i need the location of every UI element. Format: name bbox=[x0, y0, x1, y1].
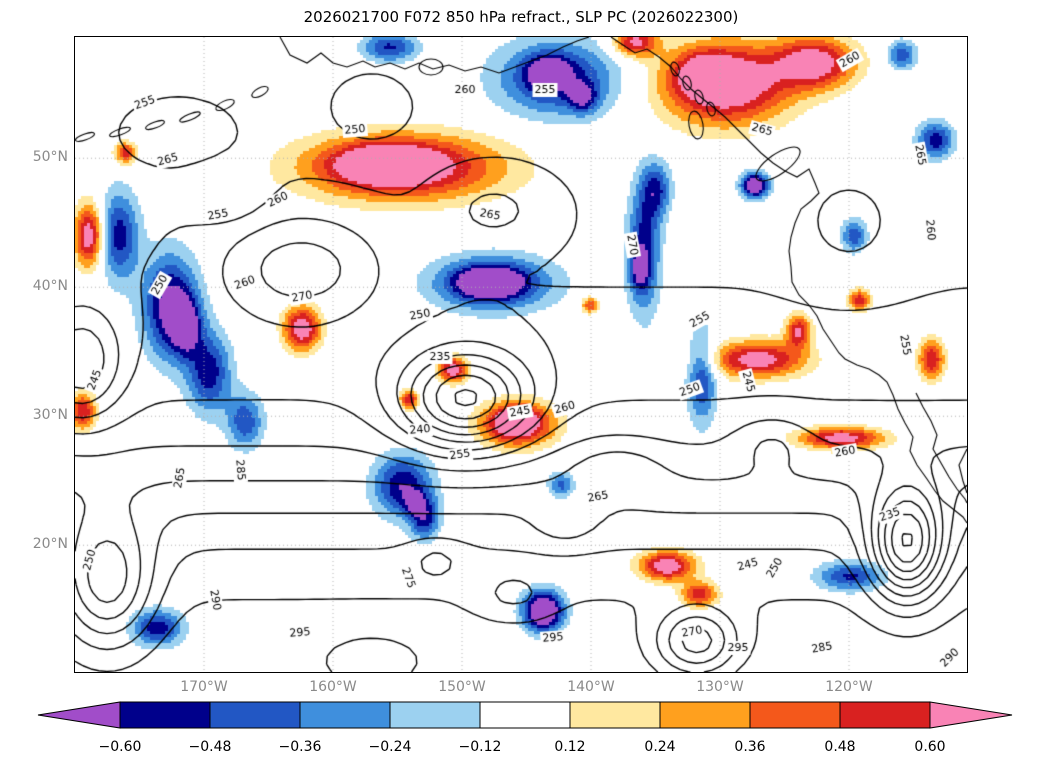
colorbar-tick-label: 0.24 bbox=[644, 739, 675, 755]
colorbar-segment bbox=[659, 701, 751, 729]
plot-title: 2026021700 F072 850 hPa refract., SLP PC… bbox=[303, 8, 739, 26]
colorbar-segment bbox=[479, 701, 571, 729]
x-tick-label: 130°W bbox=[696, 679, 744, 695]
colorbar-segment bbox=[749, 701, 841, 729]
colorbar-segment bbox=[119, 701, 211, 729]
colorbar-tick-label: −0.36 bbox=[279, 739, 322, 755]
plot-area bbox=[74, 36, 968, 673]
colorbar-segment bbox=[569, 701, 661, 729]
colorbar-tick-label: −0.60 bbox=[99, 739, 142, 755]
y-tick-label: 40°N bbox=[32, 278, 68, 295]
colorbar-tick-label: 0.36 bbox=[734, 739, 765, 755]
map-canvas bbox=[75, 37, 967, 672]
x-tick-label: 160°W bbox=[309, 679, 357, 695]
y-tick-label: 20°N bbox=[32, 536, 68, 553]
x-tick-label: 150°W bbox=[438, 679, 486, 695]
x-tick-label: 170°W bbox=[180, 679, 228, 695]
colorbar-arrow-right bbox=[929, 701, 1013, 729]
colorbar-segment bbox=[839, 701, 931, 729]
colorbar-tick-label: −0.12 bbox=[459, 739, 502, 755]
colorbar-segment bbox=[299, 701, 391, 729]
colorbar-tick-label: −0.48 bbox=[189, 739, 232, 755]
y-tick-label: 30°N bbox=[32, 407, 68, 424]
colorbar-tick-label: 0.12 bbox=[554, 739, 585, 755]
colorbar-segment bbox=[389, 701, 481, 729]
y-tick-label: 50°N bbox=[32, 149, 68, 166]
x-tick-label: 120°W bbox=[825, 679, 873, 695]
colorbar-tick-label: 0.48 bbox=[824, 739, 855, 755]
colorbar: −0.60 −0.48 −0.36 −0.24 −0.12 0.12 0.24 0.36 0.4… bbox=[37, 701, 1013, 755]
colorbar-tick-label: −0.24 bbox=[369, 739, 412, 755]
colorbar-tick-label: 0.60 bbox=[914, 739, 945, 755]
x-tick-label: 140°W bbox=[567, 679, 615, 695]
colorbar-segment bbox=[209, 701, 301, 729]
colorbar-arrow-left bbox=[37, 701, 121, 729]
